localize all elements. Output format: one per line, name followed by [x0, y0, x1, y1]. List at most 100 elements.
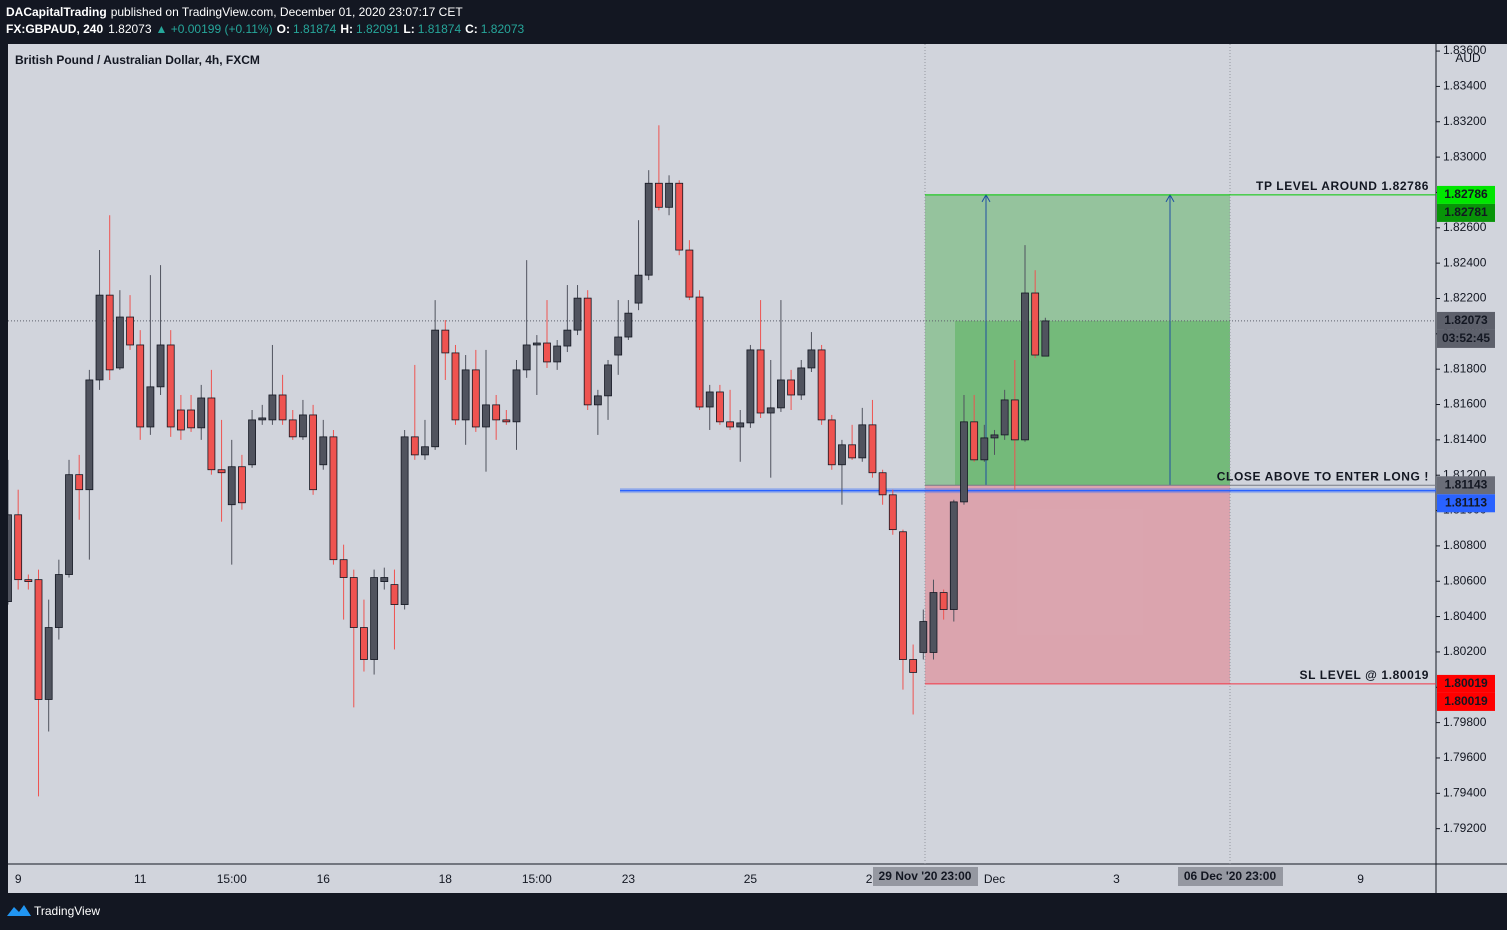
ohlc-label: O:: [277, 22, 290, 36]
candle-body: [217, 469, 226, 474]
candle-body: [197, 397, 206, 429]
x-tick-label: 25: [744, 872, 758, 886]
y-tick-label: 1.80200: [1443, 644, 1487, 658]
candle-body: [980, 437, 989, 461]
candle-body: [390, 584, 399, 605]
candle-body: [176, 409, 185, 431]
price-label: 1.80019: [1444, 694, 1488, 708]
candle-body: [654, 182, 663, 208]
y-tick-label: 1.81400: [1443, 432, 1487, 446]
plot-area: TP LEVEL AROUND 1.82786 CLOSE ABOVE TO EN…: [8, 44, 1436, 864]
candle-body: [410, 436, 419, 456]
y-tick-label: 1.80600: [1443, 573, 1487, 587]
ohlc-value: 1.81874: [293, 22, 337, 36]
candle-body: [716, 391, 724, 423]
countdown: 03:52:45: [1442, 331, 1490, 345]
x-tick-label: 9: [1357, 872, 1364, 886]
candle-body: [949, 501, 958, 610]
y-tick-label: 1.79800: [1443, 715, 1487, 729]
y-tick-label: 1.79600: [1443, 750, 1487, 764]
price-label-box: [1437, 674, 1495, 693]
candle-body: [848, 444, 857, 459]
price-label-box: [1437, 476, 1495, 495]
candle-body: [115, 316, 124, 369]
x-tick-label: 3: [1113, 872, 1120, 886]
y-tick-label: 1.81600: [1443, 397, 1487, 411]
x-tick-label: 15:00: [522, 872, 552, 886]
price-label-box: [1437, 311, 1495, 330]
candle-body: [766, 407, 775, 414]
y-tick-label: 1.83600: [1443, 43, 1487, 57]
candle-body: [421, 446, 429, 456]
candle-body: [807, 349, 816, 369]
x-tick-label: Dec: [984, 872, 1005, 886]
ohlc-label: H:: [340, 22, 353, 36]
candle-body: [1010, 399, 1019, 441]
ohlc-value: 1.82073: [481, 22, 525, 36]
candle-body: [736, 422, 745, 428]
candle-body: [797, 367, 806, 396]
candle-body: [146, 386, 155, 428]
candle-body: [207, 397, 216, 471]
candle-body: [522, 344, 531, 371]
candle-body: [126, 316, 134, 346]
y-tick-label: 1.79400: [1443, 785, 1487, 799]
axes: 1.792001.794001.796001.798001.800001.802…: [15, 43, 1495, 886]
price-label: 1.80019: [1444, 676, 1488, 690]
price-label: 1.82073: [1444, 313, 1488, 327]
price-label-box: [1437, 494, 1495, 513]
candle-body: [970, 421, 979, 461]
y-tick-label: 1.82600: [1443, 220, 1487, 234]
candle-body: [532, 342, 541, 346]
price-label-box: [1437, 185, 1495, 204]
price-label-box: [1437, 692, 1495, 711]
candle-body: [248, 419, 256, 466]
candle-body: [695, 296, 704, 408]
candle-body: [24, 579, 33, 582]
candle-body: [665, 182, 673, 208]
candle-body: [990, 434, 999, 439]
candle-body: [838, 444, 846, 466]
candle-body: [756, 349, 765, 414]
chart-title: British Pound / Australian Dollar, 4h, F…: [15, 53, 260, 67]
candle-body: [624, 312, 633, 338]
y-tick-label: 1.83000: [1443, 149, 1487, 163]
candle-body: [156, 344, 165, 388]
candle-body: [787, 379, 795, 396]
candle-body: [400, 436, 409, 605]
price-label: 1.82781: [1444, 205, 1488, 219]
change: ▲ +0.00199 (+0.11%): [156, 22, 273, 36]
candle-body: [868, 424, 877, 474]
candle-body: [44, 627, 53, 700]
candle-body: [471, 369, 480, 428]
ohlc-value: 1.82091: [356, 22, 400, 36]
candle-body: [75, 474, 84, 491]
date-range-box: [873, 867, 978, 886]
open-profit: [955, 320, 1230, 486]
ohlc-value: 1.81874: [418, 22, 462, 36]
candle-body: [675, 182, 684, 251]
candle-body: [919, 621, 928, 653]
published: published on TradingView.com, December 0…: [111, 5, 464, 19]
candle-body: [543, 342, 551, 363]
candle-body: [54, 574, 63, 628]
candle-body: [512, 369, 521, 423]
candle-body: [85, 379, 94, 491]
candle-body: [685, 249, 694, 298]
candle-body: [268, 394, 277, 421]
annotation: CLOSE ABOVE TO ENTER LONG !: [1217, 469, 1429, 483]
candle-body: [319, 436, 328, 466]
date-range-box: [1178, 867, 1283, 886]
candle-body: [227, 466, 236, 506]
ohlc-label: C:: [465, 22, 478, 36]
candle-body: [553, 345, 562, 363]
candle-body: [329, 436, 338, 561]
candle-body: [461, 369, 470, 421]
brand: TradingView: [34, 904, 100, 918]
candle-body: [370, 577, 379, 660]
candle-body: [726, 421, 734, 428]
candle-body: [238, 466, 246, 504]
x-tick-label: 15:00: [217, 872, 247, 886]
candle-body: [746, 349, 755, 424]
symbol: FX:GBPAUD, 240: [6, 22, 103, 36]
